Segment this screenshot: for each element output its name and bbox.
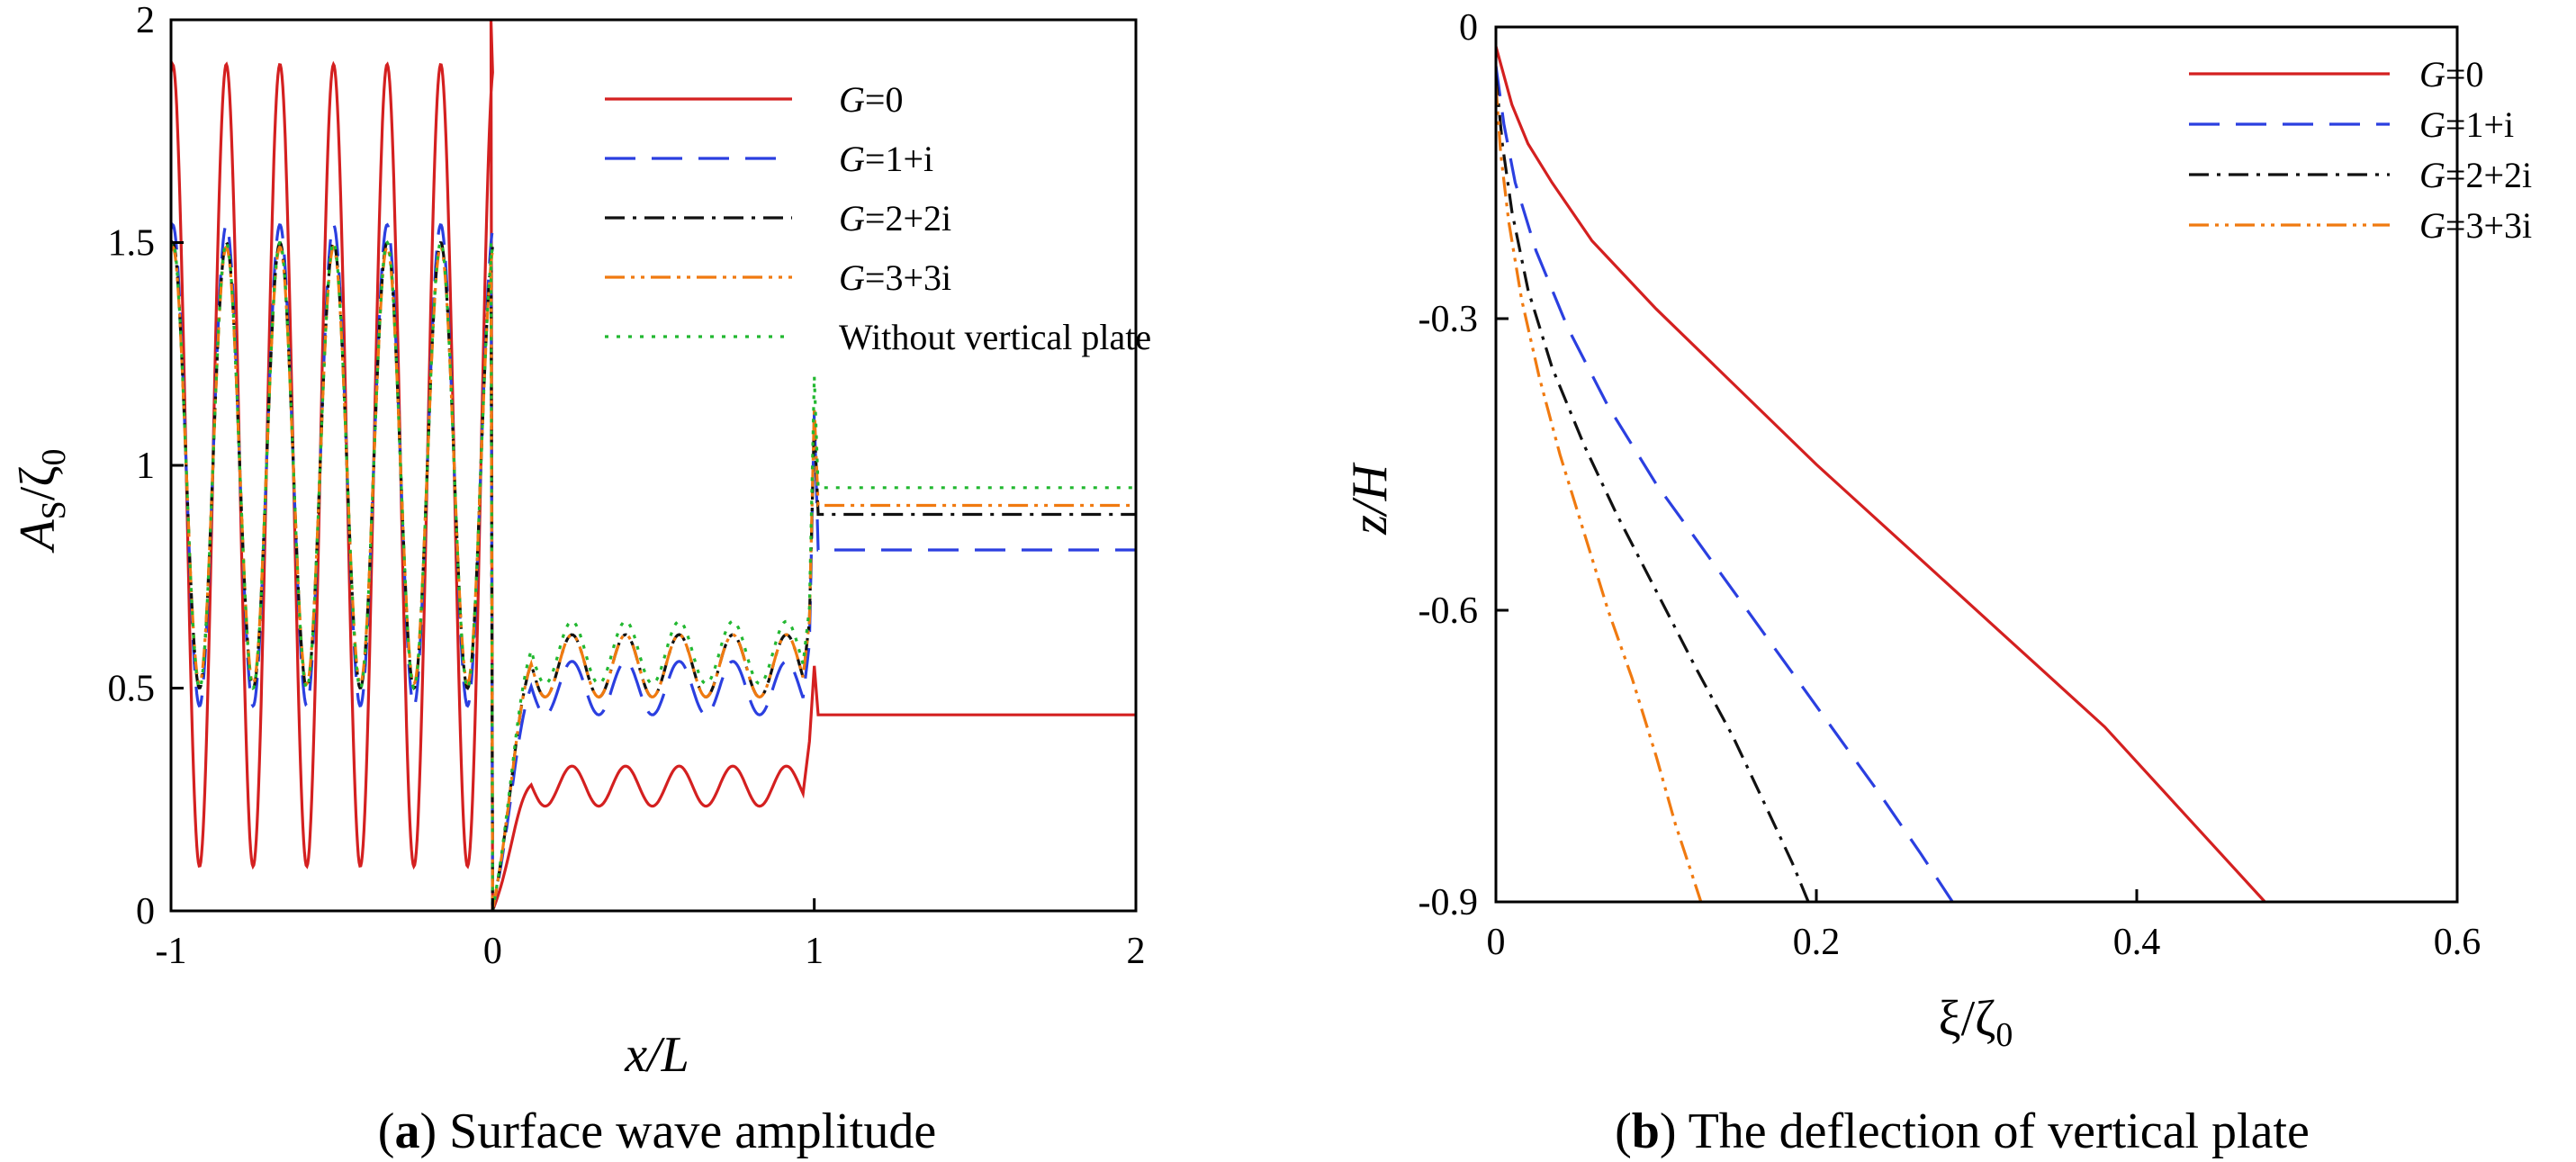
- panel-a-series-line-0: [171, 20, 1136, 911]
- panel-a-legend: G=0 G=1+i G=2+2i G=3+3i Without vertical pla…: [605, 79, 1151, 357]
- panel-b-legend-label: G=2+2i: [2419, 155, 2532, 195]
- panel-a-series-group: [171, 20, 1136, 911]
- panel-b-x-axis-title: ξ/ζ0: [1939, 991, 2013, 1054]
- panel-b-y-axis-title: z/H: [1342, 463, 1398, 536]
- panel-a-series-line-4: [171, 239, 1136, 911]
- panel-a-x-axis-title: x/L: [624, 1027, 689, 1083]
- svg-text:AS/ζ0: AS/ζ0: [10, 448, 73, 554]
- panel-a-legend-label: G=3+3i: [839, 257, 951, 298]
- panel-a-legend-label: Without vertical plate: [839, 317, 1151, 357]
- panel-b-ytick-label: 0: [1459, 7, 1478, 49]
- panel-a-legend-label: G=1+i: [839, 139, 933, 179]
- panel-a-ytick-label: 1.5: [108, 223, 156, 265]
- panel-b-xtick-label: 0.4: [2113, 922, 2161, 963]
- panel-a-legend-label: G=2+2i: [839, 198, 951, 239]
- panel-a-ytick-label: 0.5: [108, 669, 156, 710]
- panel-a-ylabel-tail: /ζ: [10, 465, 66, 500]
- panel-a-series-line-1: [171, 222, 1136, 911]
- panel-b-legend: G=0 G=1+i G=2+2i G=3+3i: [2189, 54, 2532, 246]
- panel-b-xtick-label: 0.2: [1793, 922, 1841, 963]
- panel-a-ylabel-main: A: [10, 519, 66, 554]
- panel-b-ticks: 0 0.2 0.4 0.6 0 -0.3 -0.6 -0.9: [1419, 7, 2481, 963]
- panel-b-caption-label: b: [1632, 1103, 1660, 1159]
- panel-a-xtick-label: 0: [483, 931, 502, 972]
- panel-b-ytick-label: -0.3: [1419, 299, 1479, 340]
- panel-b-legend-label: G=3+3i: [2419, 205, 2532, 246]
- panel-b-ytick-label: -0.6: [1419, 590, 1479, 632]
- panel-b-series-line-1: [1496, 65, 1954, 902]
- panel-b-caption: (b) The deflection of vertical plate: [1615, 1103, 2310, 1159]
- panel-b-xtick-label: 0: [1487, 922, 1506, 963]
- panel-a-y-axis-title: AS/ζ0: [10, 448, 73, 554]
- panel-b-xtick-label: 0.6: [2434, 922, 2481, 963]
- panel-b-plot-frame: [1494, 25, 2459, 904]
- panel-a-ytick-label: 1: [136, 446, 155, 487]
- panel-a-xtick-label: 1: [805, 931, 824, 972]
- panel-a-ytick-label: 2: [136, 0, 155, 41]
- panel-a-ticks: -1 0 1 200.511.52: [108, 0, 1146, 972]
- panel-b-series-line-0: [1496, 46, 2266, 902]
- panel-b-xlabel-sub: 0: [1995, 1016, 2013, 1054]
- panel-a-ytick-label: 0: [136, 891, 155, 932]
- panel-b-caption-text: The deflection of vertical plate: [1689, 1103, 2310, 1159]
- panel-a-surface-wave-amplitude: -1 0 1 200.511.52 AS/ζ0 x/L G=0G=1+iG=2+2iG…: [10, 0, 1151, 1159]
- panel-b-series-line-2: [1496, 75, 1810, 902]
- panel-b-series-group: [1496, 46, 2266, 902]
- panel-a-caption-text: Surface wave amplitude: [449, 1103, 936, 1159]
- panel-a-xtick-label: -1: [156, 931, 187, 972]
- panel-a-ylabel-sub: S: [35, 500, 73, 519]
- panel-a-xtick-label: 2: [1127, 931, 1146, 972]
- panel-a-caption: (a) Surface wave amplitude: [378, 1103, 936, 1159]
- panel-a-caption-label: a: [394, 1103, 419, 1159]
- panel-a-legend-label: G=0: [839, 79, 903, 120]
- panel-b-plate-deflection: 0 0.2 0.4 0.60-0.3-0.6-0.9 z/H ξ/ζ0 G=0G=1+…: [1342, 7, 2532, 1159]
- panel-b-series-line-3: [1496, 85, 1703, 902]
- panel-b-legend-label: G=0: [2419, 54, 2483, 95]
- panel-b-ytick-label: -0.9: [1419, 882, 1479, 923]
- panel-a-ylabel-tail-sub: 0: [35, 448, 73, 465]
- panel-b-xlabel-main: ξ/ζ: [1939, 991, 1996, 1047]
- panel-b-legend-label: G=1+i: [2419, 104, 2514, 145]
